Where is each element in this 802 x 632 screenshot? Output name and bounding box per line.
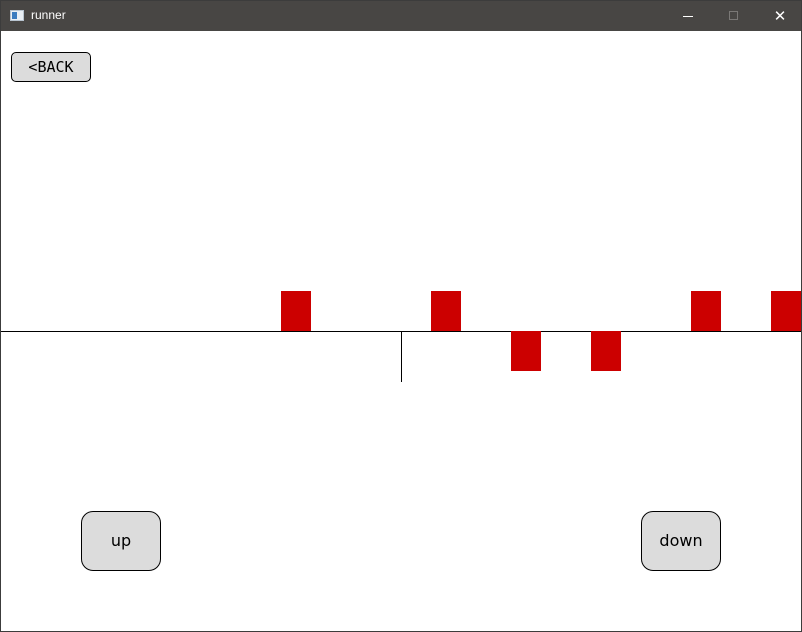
minimize-icon — [683, 16, 693, 17]
maximize-icon — [729, 11, 738, 20]
window-title: runner — [31, 8, 66, 22]
obstacle-upper — [771, 291, 801, 331]
close-button[interactable]: ✕ — [757, 1, 802, 31]
title-bar[interactable]: runner ✕ — [1, 1, 801, 31]
game-canvas: <BACK up down — [1, 31, 801, 631]
app-icon — [10, 10, 24, 21]
obstacle-upper — [431, 291, 461, 331]
down-button[interactable]: down — [641, 511, 721, 571]
back-button[interactable]: <BACK — [11, 52, 91, 82]
minimize-button[interactable] — [665, 1, 711, 31]
obstacle-lower — [511, 331, 541, 371]
up-button[interactable]: up — [81, 511, 161, 571]
player-marker — [401, 331, 402, 382]
obstacle-upper — [691, 291, 721, 331]
close-icon: ✕ — [773, 7, 787, 25]
obstacle-lower — [591, 331, 621, 371]
obstacle-upper — [281, 291, 311, 331]
maximize-button[interactable] — [711, 1, 757, 31]
